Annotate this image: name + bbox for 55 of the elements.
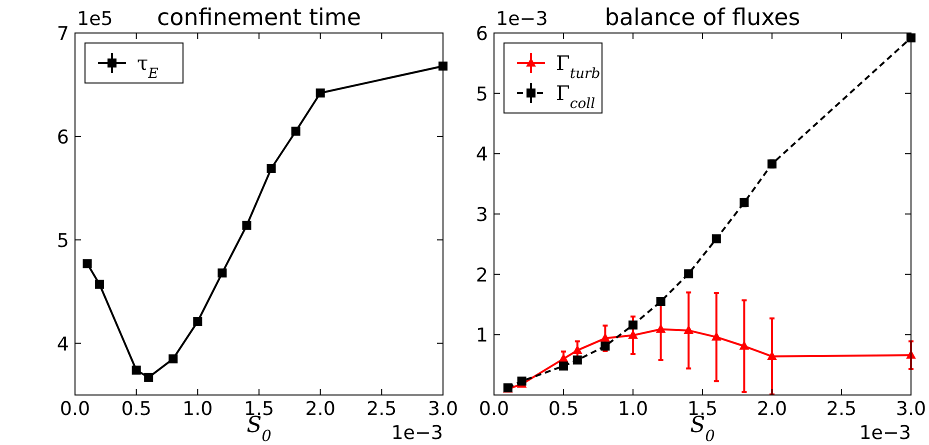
point xyxy=(266,164,276,173)
y-tick-label: 3 xyxy=(476,204,488,226)
x-tick-label: 1.0 xyxy=(182,398,213,420)
y-tick-label: 6 xyxy=(476,23,488,45)
x-tick-label: 3.0 xyxy=(896,398,926,420)
point xyxy=(316,88,325,98)
x-tick-label: 0.5 xyxy=(121,398,152,420)
point xyxy=(132,366,141,375)
y-tick-label: 5 xyxy=(56,230,69,252)
point xyxy=(600,332,610,342)
legend-label: Γ$_{turb}$ xyxy=(556,51,600,82)
point xyxy=(559,362,568,371)
point xyxy=(656,296,666,306)
x-tick-label: 2.0 xyxy=(756,398,788,420)
point xyxy=(168,354,178,364)
x-tick-label: 2.5 xyxy=(826,398,857,420)
point xyxy=(193,317,202,326)
x-tick-label: 2.5 xyxy=(366,398,397,420)
x-tick-label: 0.0 xyxy=(60,398,90,420)
chart-title: balance of fluxes xyxy=(604,5,800,31)
point xyxy=(711,332,722,341)
point xyxy=(144,372,154,382)
x-tick-label: 3.0 xyxy=(428,398,458,420)
point xyxy=(572,356,582,365)
x-tick-label: 1.0 xyxy=(618,398,648,420)
point xyxy=(218,268,227,278)
point xyxy=(712,234,721,244)
point xyxy=(684,269,694,278)
text: 1e5 xyxy=(77,8,113,30)
y-tick-label: 1 xyxy=(476,324,488,347)
y-tick-label: 7 xyxy=(56,23,69,45)
y-tick-label: 5 xyxy=(476,83,488,106)
point xyxy=(684,325,694,334)
legend-label: Γ$_{coll}$ xyxy=(556,81,596,112)
point xyxy=(628,320,638,330)
x-tick-label: 0.0 xyxy=(478,398,510,420)
point xyxy=(906,33,916,42)
point xyxy=(656,324,666,333)
point xyxy=(242,220,252,230)
x-tick-label: 2.0 xyxy=(305,398,336,420)
text: 1e−3 xyxy=(859,422,911,444)
point xyxy=(95,280,104,289)
legend-label: τ$_{E}$ xyxy=(137,51,158,82)
point xyxy=(572,344,582,354)
y-tick-label: 4 xyxy=(476,144,488,166)
point xyxy=(739,340,750,350)
y-tick-label: 6 xyxy=(56,126,69,148)
x-tick-label: 0.5 xyxy=(548,398,579,420)
y-tick-label: 4 xyxy=(56,333,69,356)
text: 1e−3 xyxy=(391,422,443,444)
text: 1e−3 xyxy=(496,8,548,30)
point xyxy=(291,126,300,136)
y-tick-label: 2 xyxy=(476,264,488,286)
chart-title: confinement time xyxy=(157,5,361,31)
point xyxy=(82,259,92,268)
